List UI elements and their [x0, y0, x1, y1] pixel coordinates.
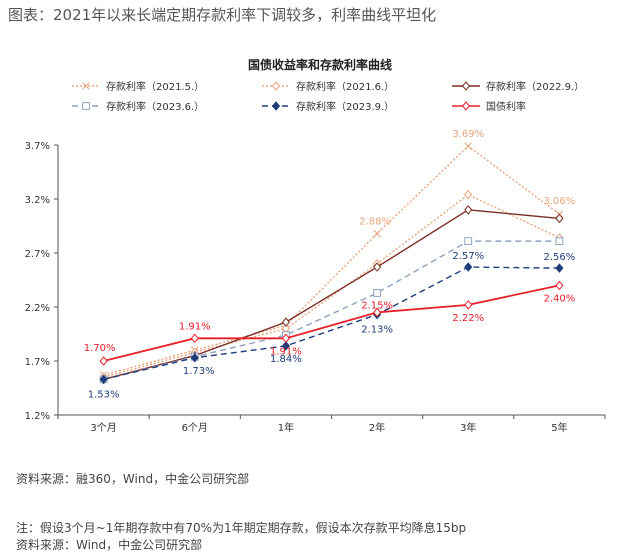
data-label: 2.88%: [359, 217, 391, 228]
data-point: [464, 237, 473, 246]
series-group: [99, 189, 564, 382]
series-group: [99, 262, 564, 385]
legend-label: 存款利率（2022.9.）: [486, 80, 584, 93]
legend-item: 存款利率（2021.6.）: [262, 80, 394, 93]
data-point: [464, 262, 473, 272]
y-tick-label: 2.7%: [25, 249, 50, 260]
data-point: [190, 352, 199, 363]
series-line: [103, 266, 560, 381]
data-label: 2.15%: [361, 300, 393, 311]
data-point: [281, 317, 290, 327]
legend-label: 存款利率（2023.6.）: [106, 100, 204, 113]
chart-legend: 存款利率（2021.5.） 存款利率（2021.6.） 存款利率（2022.9.） 存…: [72, 80, 584, 113]
legend-label: 存款利率（2021.5.）: [106, 80, 204, 93]
line-chart: 存款利率（2021.5.） 存款利率（2021.6.） 存款利率（2022.9.） 存…: [25, 80, 606, 434]
source-note-1: 资料来源：融360，Wind，中金公司研究部: [16, 472, 250, 486]
data-point: [464, 142, 473, 150]
data-point: [555, 280, 564, 291]
series-line: [103, 193, 560, 378]
series-line: [103, 145, 560, 376]
series-group: [99, 237, 564, 384]
data-label: 1.53%: [88, 389, 120, 400]
data-point: [464, 300, 473, 310]
legend-swatch-marker: [82, 102, 90, 110]
data-point: [555, 213, 564, 224]
data-label: 2.56%: [544, 252, 576, 263]
data-label: 1.84%: [270, 354, 302, 365]
y-tick-label: 3.7%: [25, 141, 50, 152]
data-point: [373, 307, 382, 318]
x-tick-label: 6个月: [182, 422, 208, 434]
data-point: [373, 289, 381, 297]
chart-title: 国债收益率和存款利率曲线: [247, 58, 392, 72]
data-point: [555, 237, 564, 246]
legend-item: 存款利率（2023.6.）: [72, 100, 204, 113]
series-group: [99, 280, 564, 366]
chart-axes: 1.2% 1.7% 2.2% 2.7% 3.2% 3.7% 3个月 6个月 1年 2年 3年 5年: [25, 141, 606, 434]
y-tick-label: 1.7%: [25, 357, 50, 368]
data-point: [464, 205, 473, 215]
x-tick-label: 3年: [460, 421, 476, 434]
data-label: 1.91%: [270, 346, 302, 357]
data-label: 2.40%: [544, 293, 576, 304]
data-point: [281, 341, 290, 351]
x-tick-label: 2年: [369, 421, 385, 434]
series-line: [103, 240, 560, 381]
data-point: [373, 262, 382, 272]
y-tick-label: 2.2%: [25, 303, 50, 314]
data-label: 2.57%: [452, 251, 484, 262]
data-point: [464, 189, 473, 200]
data-label: 2.13%: [361, 325, 393, 336]
legend-swatch-marker: [271, 81, 281, 91]
data-label: 3.06%: [544, 196, 576, 207]
legend-swatch-marker: [271, 101, 281, 111]
figure-caption: 图表：2021年以来长端定期存款利率下调较多，利率曲线平坦化: [8, 6, 437, 24]
series-line: [103, 284, 560, 362]
data-point: [99, 374, 108, 385]
legend-swatch-marker: [82, 82, 90, 90]
legend-label: 存款利率（2023.9.）: [296, 100, 394, 113]
chart-series: [99, 142, 564, 385]
chart-data-labels: 3.69% 3.06% 2.88% 1.53% 1.73% 1.84% 2.13% 2.57%…: [84, 129, 576, 400]
legend-label: 国债利率: [486, 100, 526, 113]
data-label: 1.70%: [84, 343, 116, 354]
x-tick-label: 1年: [278, 421, 294, 434]
data-label: 1.73%: [183, 366, 215, 377]
legend-swatch-marker: [461, 81, 471, 91]
y-tick-label: 1.2%: [25, 411, 50, 422]
data-point: [555, 263, 564, 273]
series-group: [99, 142, 564, 379]
legend-item: 存款利率（2023.9.）: [262, 100, 394, 113]
x-tick-label: 3个月: [90, 422, 116, 434]
data-point: [99, 356, 108, 366]
x-tick-label: 5年: [551, 421, 567, 434]
data-label: 3.69%: [452, 129, 484, 140]
series-line: [103, 209, 560, 381]
data-label: 2.22%: [452, 313, 484, 324]
source-note-2: 资料来源：Wind，中金公司研究部: [16, 538, 203, 552]
legend-item: 国债利率: [452, 100, 526, 113]
data-point: [190, 333, 199, 344]
data-point: [281, 333, 290, 344]
legend-label: 存款利率（2021.6.）: [296, 80, 394, 93]
footnote: 注：假设3个月~1年期存款中有70%为1年期定期存款，假设本次存款平均降息15b…: [16, 521, 467, 535]
legend-item: 存款利率（2021.5.）: [72, 80, 204, 93]
data-point: [373, 229, 381, 238]
legend-swatch-marker: [461, 101, 471, 111]
data-label: 1.91%: [179, 321, 211, 332]
legend-item: 存款利率（2022.9.）: [452, 80, 584, 93]
y-tick-label: 3.2%: [25, 195, 50, 206]
